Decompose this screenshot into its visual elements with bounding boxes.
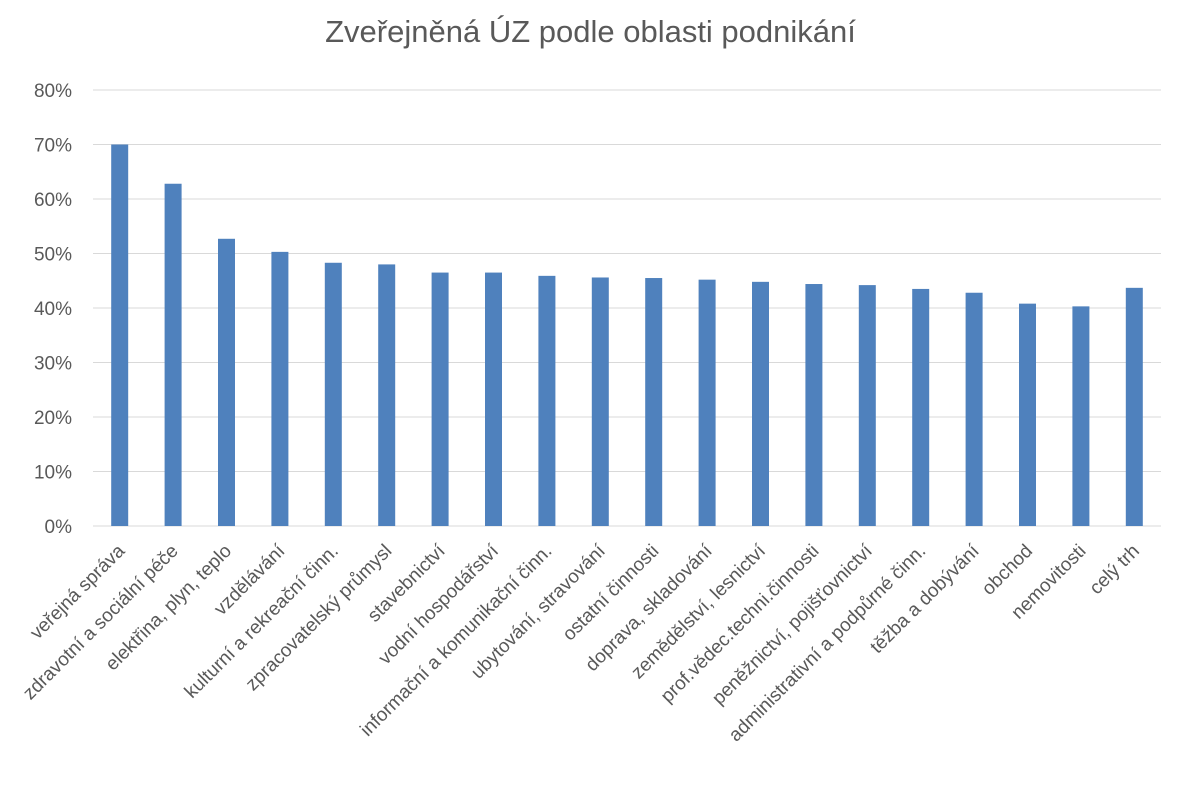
bar xyxy=(111,144,129,526)
bar xyxy=(858,285,876,526)
bar xyxy=(271,251,289,527)
y-tick-label: 50% xyxy=(34,245,72,266)
bars xyxy=(111,144,1143,527)
bar xyxy=(485,272,502,526)
y-tick-label: 10% xyxy=(34,463,72,484)
bar xyxy=(218,238,235,526)
bar xyxy=(378,264,396,526)
x-tick-label: informační a komunikační činn. xyxy=(356,541,556,741)
y-tick-label: 40% xyxy=(34,299,72,320)
y-tick-label: 20% xyxy=(34,408,72,429)
x-tick-label: celý trh xyxy=(1086,541,1144,599)
y-tick-label: 60% xyxy=(34,190,72,211)
x-tick-label: ostatní činnosti xyxy=(559,541,663,645)
bar xyxy=(1019,303,1036,526)
bar xyxy=(591,277,609,526)
gridlines xyxy=(93,89,1161,527)
bar xyxy=(645,278,663,526)
chart-title: Zveřejněná ÚZ podle oblasti podnikání xyxy=(325,14,856,49)
bar xyxy=(324,262,342,526)
y-tick-label: 70% xyxy=(34,136,72,157)
y-tick-label: 80% xyxy=(34,81,72,102)
x-tick-label: administrativní a podpůrné činn. xyxy=(725,541,930,746)
bar xyxy=(1072,306,1090,526)
bar xyxy=(431,272,449,526)
bar xyxy=(965,292,983,526)
bar xyxy=(752,281,769,526)
bar xyxy=(698,279,716,526)
y-tick-label: 30% xyxy=(34,354,72,375)
bar xyxy=(805,284,823,526)
bar xyxy=(164,183,182,527)
x-tick-label: veřejná správa xyxy=(26,540,129,643)
y-tick-label: 0% xyxy=(45,517,73,538)
bar xyxy=(1125,287,1143,526)
y-axis-ticks: 0% 10% 20% 30% 40% 50% 60% 70% 80% xyxy=(34,81,72,538)
bar xyxy=(538,275,556,526)
bar xyxy=(912,288,930,526)
